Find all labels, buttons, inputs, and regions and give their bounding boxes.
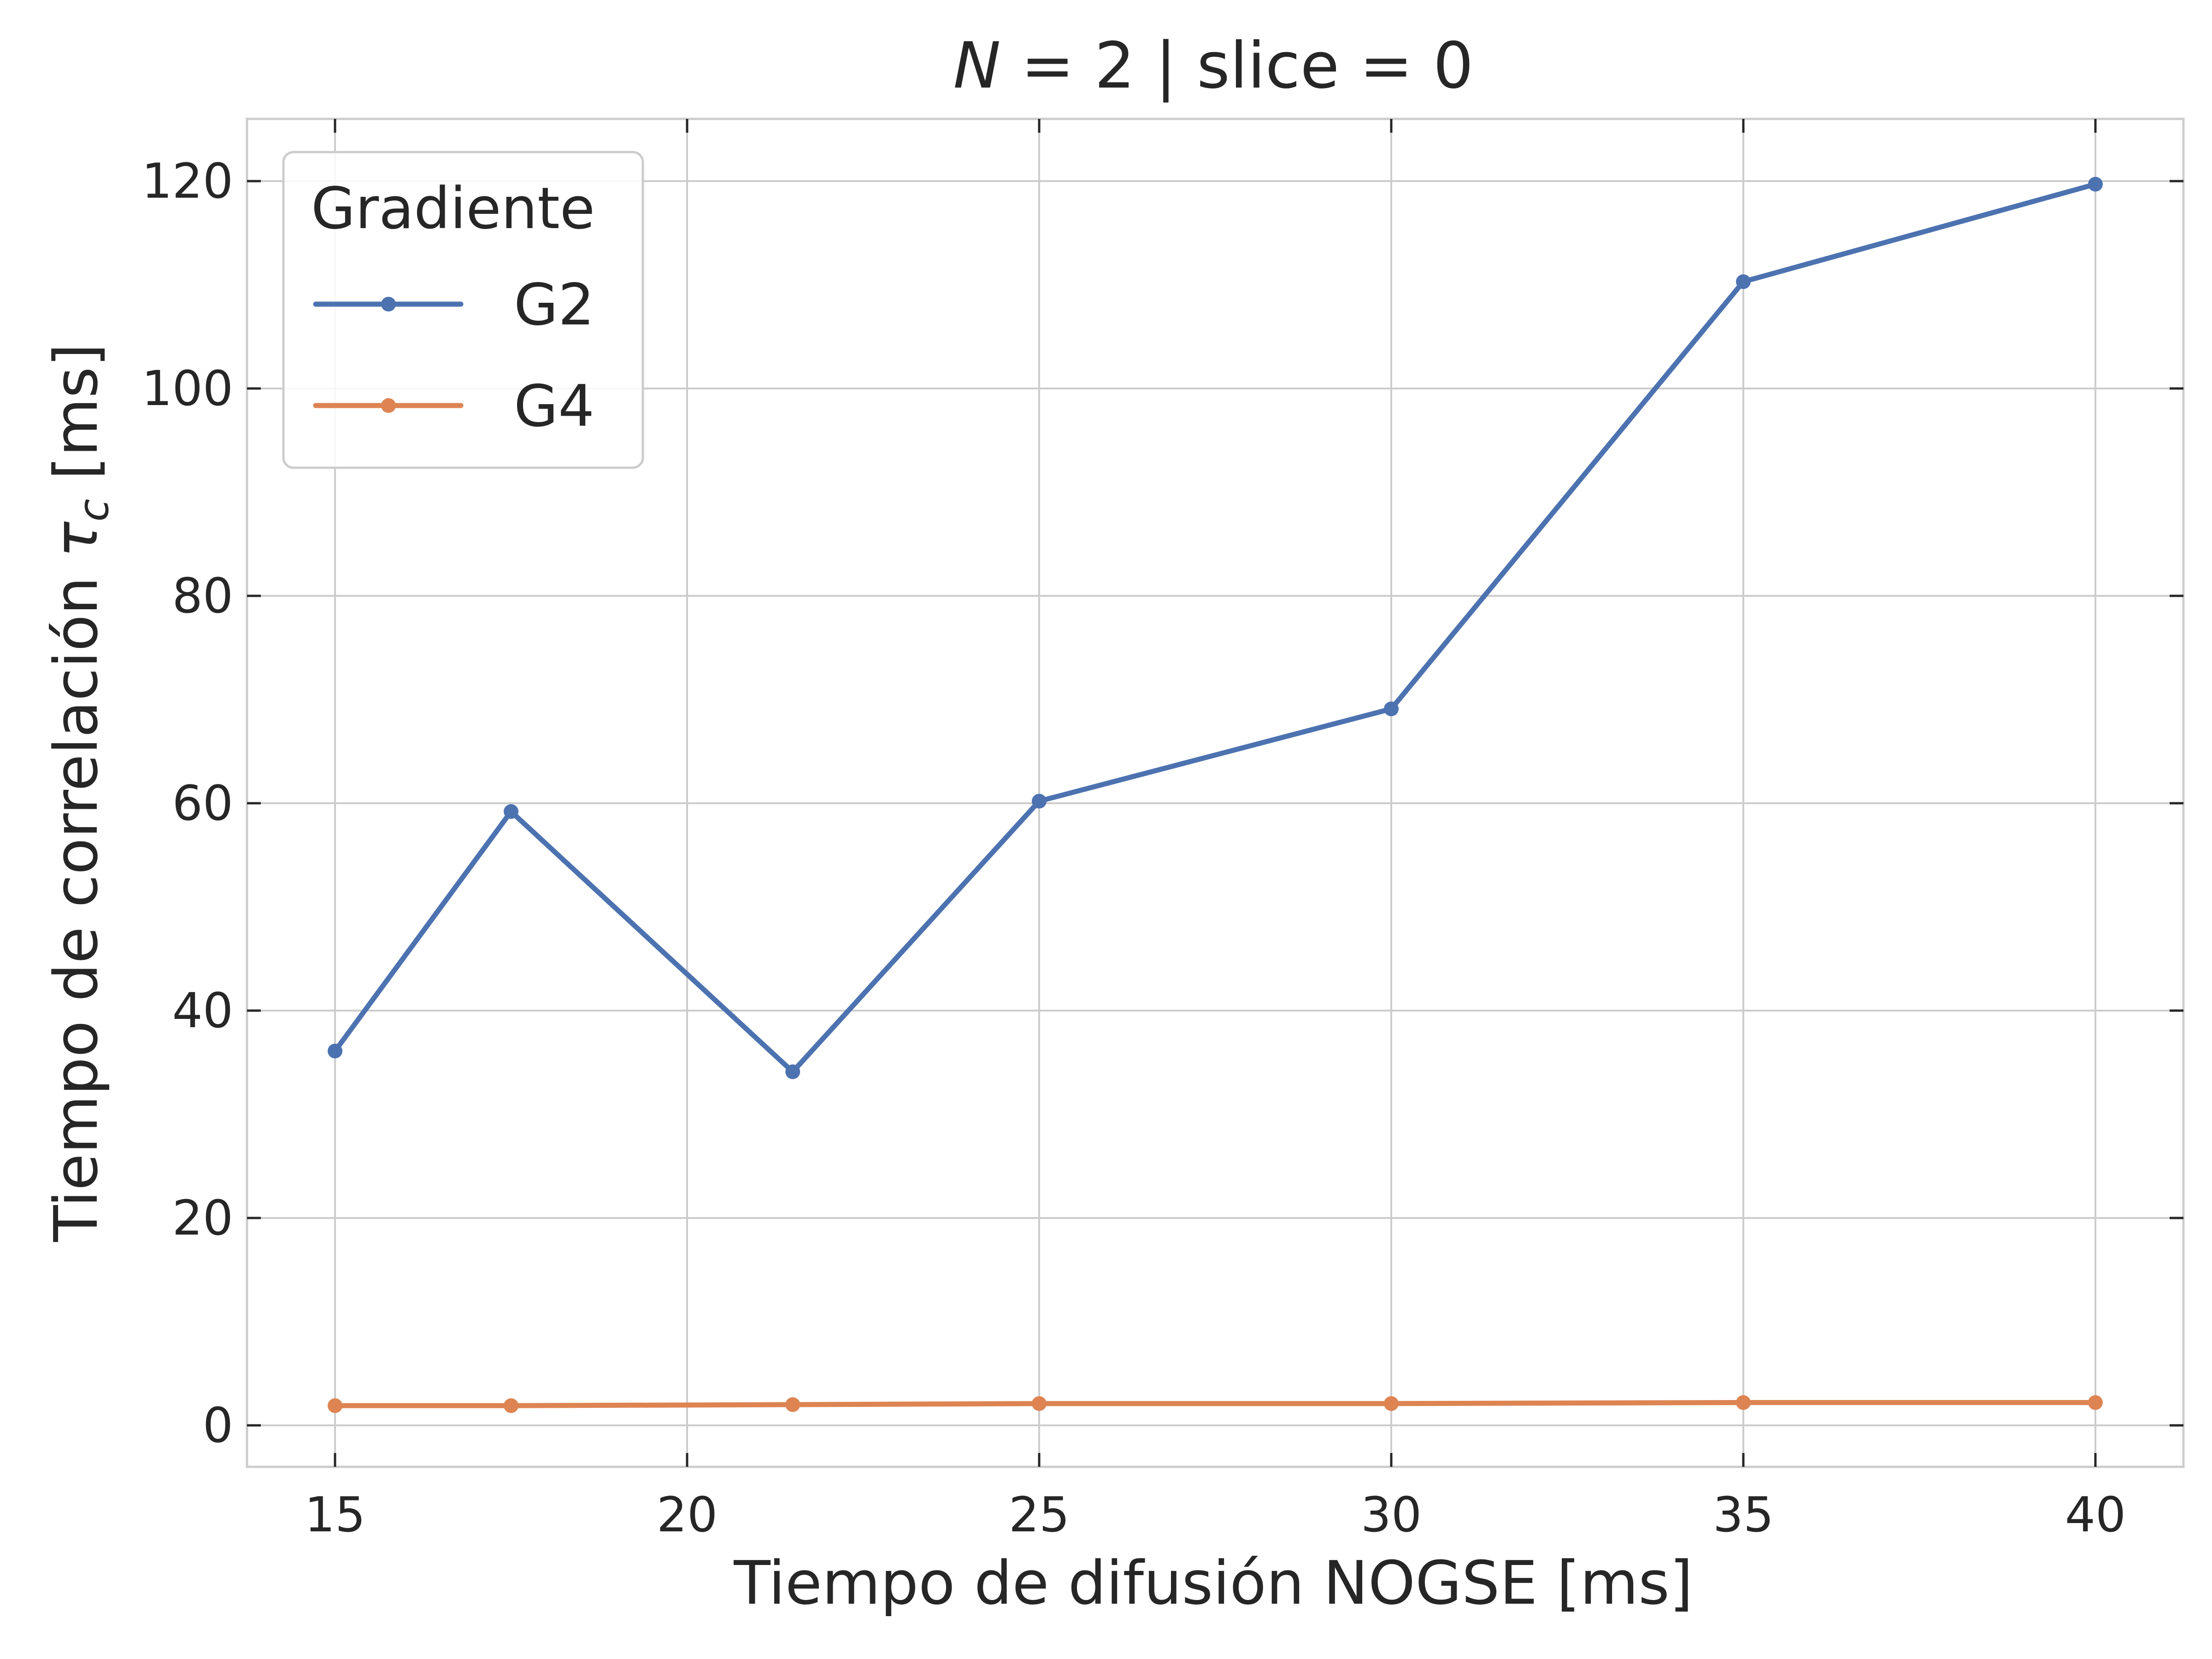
title-rest: = 2 | slice = 0: [1001, 29, 1474, 103]
y-tick-label: 60: [172, 775, 233, 831]
x-tick-label: 40: [2065, 1487, 2126, 1543]
y-axis-label-subscript: c: [70, 499, 118, 521]
data-point-g2: [1032, 794, 1047, 809]
title-variable: N: [953, 29, 1000, 103]
y-axis-label: Tiempo de correlación τc [ms]: [41, 343, 118, 1242]
x-tick-label: 20: [657, 1487, 718, 1543]
legend-marker-g4: [381, 398, 396, 413]
x-tick-label: 15: [305, 1487, 365, 1543]
legend-marker-g2: [381, 297, 396, 312]
y-axis-label-symbol: τ: [41, 521, 111, 558]
x-axis-label: Tiempo de difusión NOGSE [ms]: [733, 1548, 1693, 1618]
x-tick-label: 30: [1361, 1487, 1422, 1543]
legend-entries: G2 G4: [313, 272, 594, 440]
data-point-g2: [1384, 701, 1399, 717]
axis-ticks: [247, 119, 2183, 1467]
data-point-g4: [504, 1398, 518, 1413]
legend-label-g2: G2: [514, 272, 594, 338]
data-point-g2: [1736, 274, 1751, 289]
x-tick-label: 35: [1713, 1487, 1774, 1543]
data-point-g4: [1032, 1396, 1047, 1411]
x-tick-label: 25: [1009, 1487, 1070, 1543]
y-tick-label: 120: [141, 153, 233, 209]
y-tick-label: 100: [141, 360, 233, 417]
legend-entry-g2: G2: [313, 272, 594, 338]
y-tick-label: 0: [203, 1397, 233, 1453]
data-point-g4: [1384, 1396, 1399, 1411]
data-point-g4: [785, 1397, 800, 1412]
data-point-g2: [328, 1043, 342, 1059]
chart-title: N = 2 | slice = 0: [953, 29, 1473, 103]
legend-label-g4: G4: [514, 373, 594, 440]
data-point-g4: [328, 1398, 342, 1413]
legend-title: Gradiente: [311, 176, 595, 242]
y-axis-label-text: Tiempo de correlación: [41, 558, 111, 1242]
data-point-g2: [504, 804, 518, 819]
grid: [247, 119, 2183, 1467]
legend-entry-g4: G4: [313, 373, 594, 440]
y-tick-label: 80: [172, 568, 233, 624]
series-g4: [328, 1395, 2103, 1413]
data-point-g2: [2088, 176, 2103, 192]
legend-frame: [282, 151, 644, 469]
tick-labels: 15 20 25 30 35 40 0 20 40 60 80 100 120: [141, 153, 2126, 1543]
data-point-g4: [2088, 1395, 2103, 1410]
y-tick-label: 20: [172, 1190, 233, 1246]
y-axis-label-unit: [ms]: [41, 343, 111, 499]
data-point-g2: [785, 1064, 800, 1079]
series-g2: [328, 176, 2103, 1079]
y-tick-label: 40: [172, 982, 233, 1039]
series-layer: [328, 176, 2103, 1413]
legend: Gradiente G2 G4: [282, 151, 644, 469]
data-point-g4: [1736, 1395, 1751, 1410]
plot-frame: [246, 118, 2185, 1468]
